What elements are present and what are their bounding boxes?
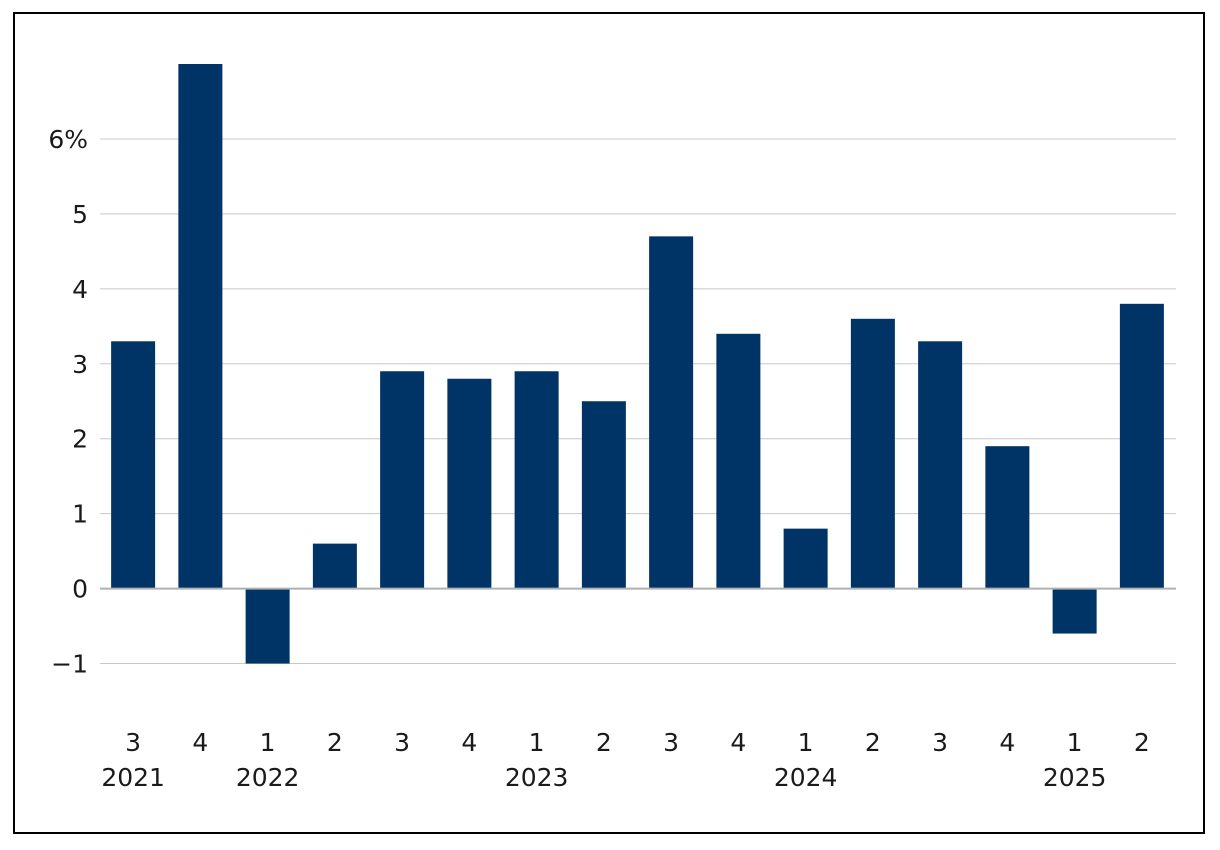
x-tick-label: 1 — [798, 728, 814, 757]
bar — [783, 528, 828, 589]
y-tick-label: 4 — [72, 275, 88, 304]
bars — [111, 64, 1164, 664]
x-tick-label: 2 — [327, 728, 343, 757]
x-tick-label: 4 — [999, 728, 1015, 757]
bar — [111, 341, 156, 589]
bar — [581, 401, 626, 589]
bar — [245, 588, 290, 664]
bar — [649, 236, 694, 589]
y-tick-label: 3 — [72, 350, 88, 379]
x-tick-label: 1 — [529, 728, 545, 757]
x-tick-label: 1 — [1067, 728, 1083, 757]
y-tick-label: 0 — [72, 575, 88, 604]
x-tick-label: 3 — [125, 728, 141, 757]
x-tick-label: 4 — [461, 728, 477, 757]
year-label: 2023 — [505, 763, 569, 792]
y-tick-label: −1 — [51, 650, 88, 679]
x-tick-label: 2 — [865, 728, 881, 757]
bar — [850, 318, 895, 589]
bar — [716, 333, 761, 589]
year-label: 2025 — [1043, 763, 1107, 792]
y-tick-label: 2 — [72, 425, 88, 454]
bar — [380, 371, 425, 589]
bar — [1119, 303, 1164, 589]
x-axis-categories: 3 4 1 2 3 4 1 2 3 4 1 2 3 4 1 2 — [125, 728, 1150, 757]
year-label: 2021 — [101, 763, 165, 792]
x-tick-label: 2 — [1134, 728, 1150, 757]
bar — [312, 543, 357, 589]
bar — [514, 371, 559, 589]
y-axis-ticks: −1 0 1 2 3 4 5 6% — [48, 125, 88, 679]
bar — [178, 64, 223, 589]
year-label: 2022 — [236, 763, 300, 792]
x-axis-years: 2021 2022 2023 2024 2025 — [101, 763, 1106, 792]
x-tick-label: 4 — [192, 728, 208, 757]
y-tick-label: 6% — [48, 125, 88, 154]
bar — [447, 378, 492, 589]
y-tick-label: 1 — [72, 500, 88, 529]
bar — [1052, 588, 1097, 634]
x-tick-label: 4 — [730, 728, 746, 757]
x-tick-label: 3 — [663, 728, 679, 757]
year-label: 2024 — [774, 763, 838, 792]
x-tick-label: 3 — [394, 728, 410, 757]
y-tick-label: 5 — [72, 200, 88, 229]
x-tick-label: 2 — [596, 728, 612, 757]
bar — [985, 446, 1030, 589]
bar — [918, 341, 963, 589]
x-tick-label: 3 — [932, 728, 948, 757]
x-tick-label: 1 — [260, 728, 276, 757]
